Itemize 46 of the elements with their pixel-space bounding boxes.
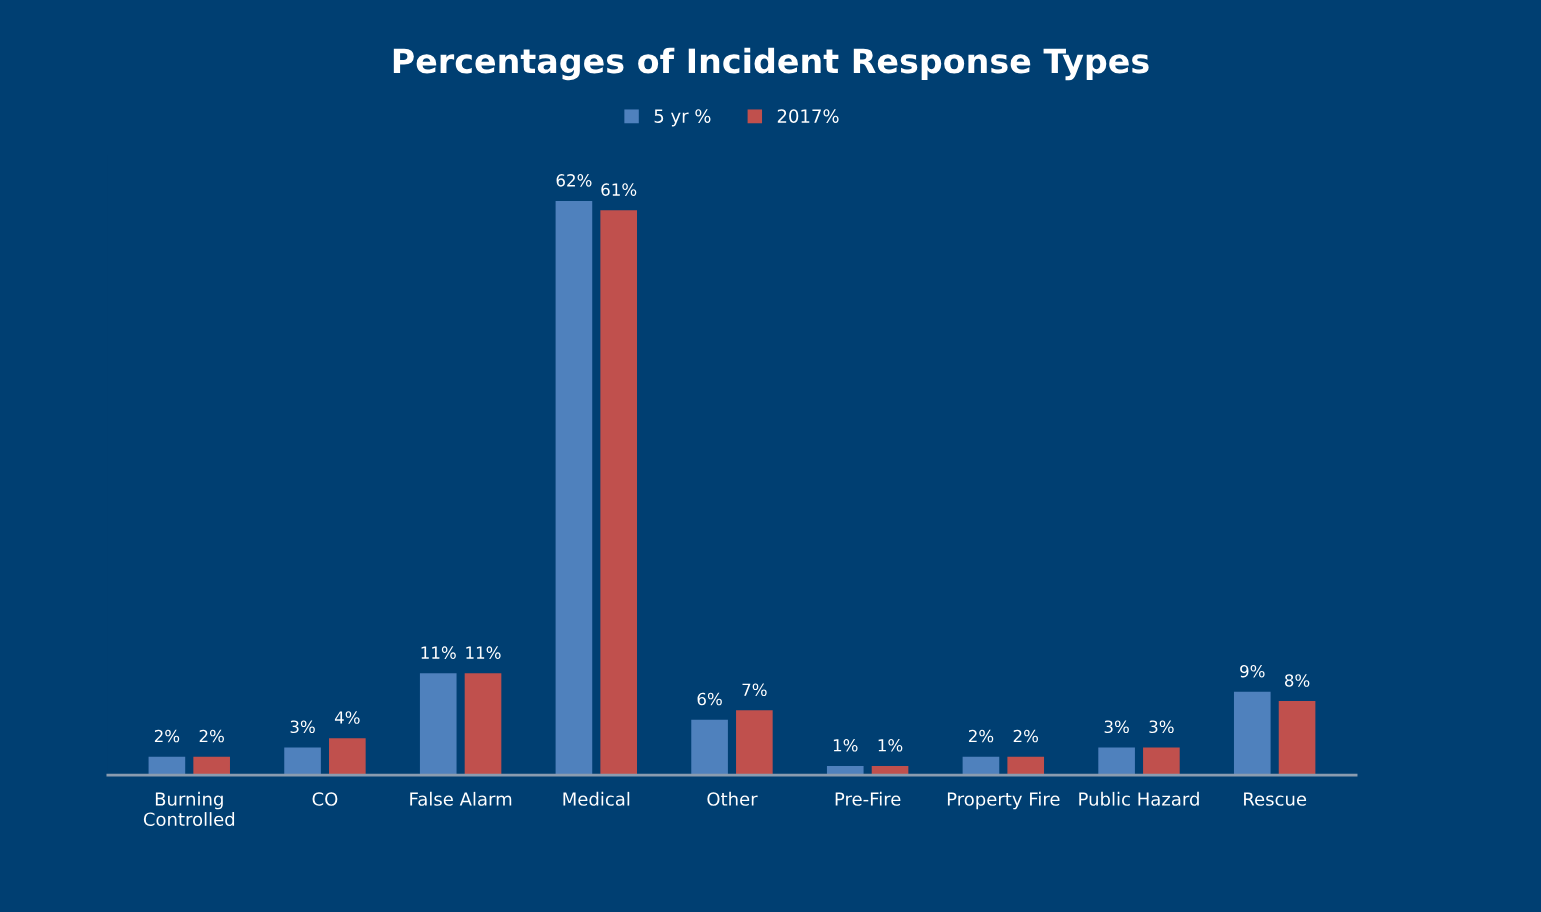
bar xyxy=(419,673,457,776)
bar xyxy=(600,210,637,776)
data-label: 6% xyxy=(697,692,722,706)
bar xyxy=(1098,747,1135,776)
x-tick-label: CO xyxy=(312,792,338,806)
x-tick-label: Rescue xyxy=(1244,792,1307,806)
data-label: 3% xyxy=(1149,720,1174,734)
data-label: 7% xyxy=(742,683,767,697)
legend-label: 5 yr % xyxy=(654,109,711,127)
bar xyxy=(555,200,593,776)
bar xyxy=(284,747,321,776)
data-label: 4% xyxy=(334,711,360,724)
x-tick-label: Property Fire xyxy=(947,791,1060,810)
x-tick-label: False Alarm xyxy=(410,791,512,806)
bar xyxy=(1143,747,1180,776)
bar xyxy=(1278,701,1316,776)
bar xyxy=(148,756,186,776)
data-label: 61% xyxy=(601,183,637,196)
data-label: 3% xyxy=(290,720,315,734)
data-label: 1% xyxy=(833,738,858,752)
data-label: 2% xyxy=(154,729,180,743)
data-label: 2% xyxy=(968,729,994,743)
bar xyxy=(962,756,1000,776)
chart-title: Percentages of Incident Response Types xyxy=(393,47,1149,81)
x-tick-label: Burning Controlled xyxy=(143,791,235,827)
data-label: 1% xyxy=(878,738,903,752)
data-label: 62% xyxy=(556,174,592,187)
data-label: 11% xyxy=(421,646,456,659)
bar xyxy=(1233,691,1271,776)
bar xyxy=(736,710,773,776)
data-label: 2% xyxy=(1013,729,1039,743)
data-label: 2% xyxy=(199,729,224,743)
bar xyxy=(691,719,728,776)
bar xyxy=(329,738,366,776)
x-tick-label: Public Hazard xyxy=(1079,791,1199,806)
bar xyxy=(1007,756,1045,776)
bar xyxy=(464,673,502,776)
data-label: 8% xyxy=(1284,674,1310,687)
x-tick-label: Other xyxy=(707,791,758,806)
legend-label: 2017% xyxy=(777,109,839,123)
data-label: 3% xyxy=(1104,720,1129,734)
bar xyxy=(193,756,230,776)
data-label: 9% xyxy=(1240,664,1265,678)
x-tick-label: Pre-Fire xyxy=(835,791,901,806)
x-tick-label: Medical xyxy=(563,791,630,806)
data-label: 11% xyxy=(466,646,501,659)
